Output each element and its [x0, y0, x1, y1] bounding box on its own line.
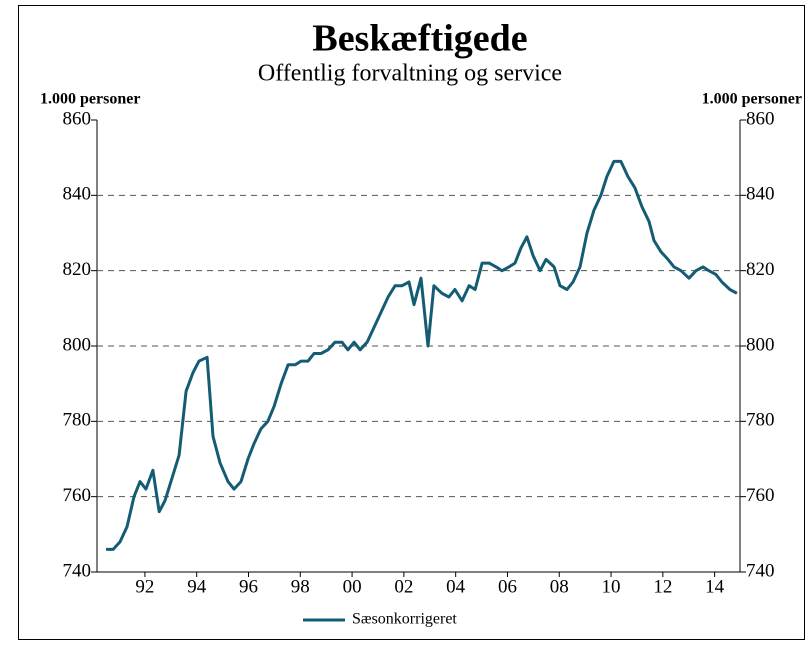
y2-tick-label: 760: [746, 485, 775, 506]
y-tick-label: 780: [63, 410, 92, 431]
x-tick-label: 94: [187, 576, 207, 597]
y-tick-label: 800: [63, 334, 92, 355]
x-tick-label: 06: [498, 576, 517, 597]
x-tick-label: 12: [653, 576, 672, 597]
chart-subtitle: Offentlig forvaltning og service: [258, 61, 562, 87]
x-tick-label: 14: [705, 576, 725, 597]
frame: [18, 5, 805, 640]
x-tick-label: 04: [446, 576, 466, 597]
y-tick-label: 860: [63, 108, 92, 129]
y-tick-label: 760: [63, 485, 92, 506]
y2-tick-label: 860: [746, 108, 775, 129]
x-tick-label: 00: [343, 576, 362, 597]
x-tick-label: 98: [291, 576, 310, 597]
x-tick-label: 10: [602, 576, 621, 597]
x-tick-label: 96: [239, 576, 258, 597]
y2-tick-label: 780: [746, 410, 775, 431]
chart-title: Beskæftigede: [312, 18, 527, 60]
legend-label: Sæsonkorrigeret: [352, 611, 457, 628]
x-tick-label: 08: [550, 576, 569, 597]
y2-tick-label: 740: [746, 560, 775, 581]
y2-tick-label: 840: [746, 184, 775, 205]
y2-tick-label: 800: [746, 334, 775, 355]
line-series: [106, 159, 738, 551]
x-tick-label: 92: [135, 576, 154, 597]
y2-tick-label: 820: [746, 259, 775, 280]
x-tick-label: 02: [394, 576, 413, 597]
y-axis-label: 1.000 personer: [40, 91, 140, 108]
y-tick-label: 820: [63, 259, 92, 280]
y-tick-label: 840: [63, 184, 92, 205]
y2-axis-label: 1.000 personer: [702, 91, 802, 108]
y-tick-label: 740: [63, 560, 92, 581]
